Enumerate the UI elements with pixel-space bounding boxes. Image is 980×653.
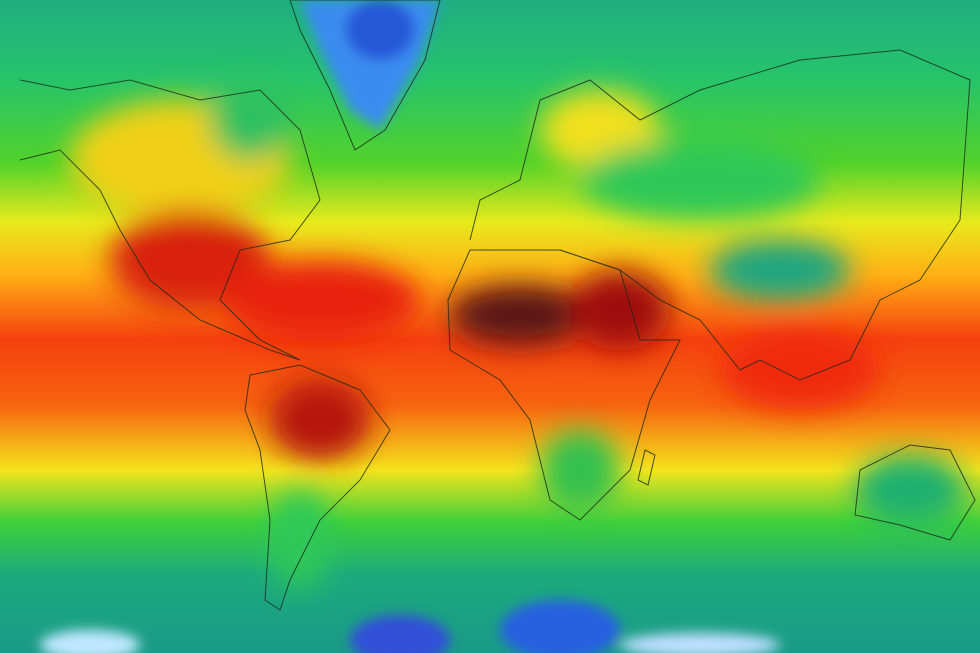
greenland-outline (289, 0, 441, 151)
australia-outline (854, 444, 976, 541)
coastlines (19, 0, 976, 611)
temperature-anomalies (70, 80, 965, 590)
polar-cold-regions (40, 0, 780, 653)
madagascar-outline (637, 449, 656, 486)
africa-outline (447, 249, 681, 521)
eurasia-outline (469, 49, 971, 381)
south-america-outline (244, 364, 391, 611)
north-america-outline (19, 79, 321, 361)
